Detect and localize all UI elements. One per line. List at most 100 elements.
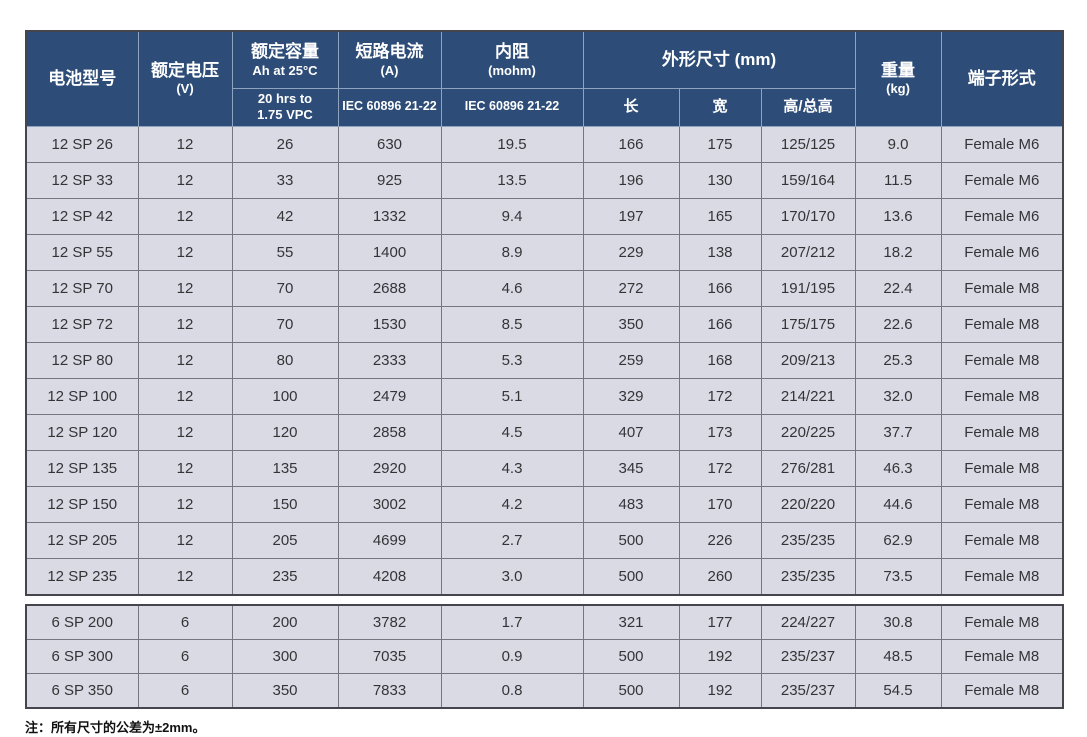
header-sub-label: 1.75 VPC [257, 107, 313, 123]
cell-resistance: 9.4 [440, 197, 584, 235]
cell-capacity: 235 [231, 557, 339, 595]
cell-height: 209/213 [760, 341, 856, 379]
header-sub-label: 20 hrs to [257, 91, 313, 106]
cell-weight: 46.3 [854, 449, 942, 487]
cell-resistance: 0.9 [440, 638, 584, 674]
cell-terminal: Female M8 [940, 449, 1064, 487]
header-label: 电池型号 [48, 69, 117, 89]
cell-model: 12 SP 205 [25, 521, 139, 559]
cell-terminal: Female M8 [940, 305, 1064, 343]
cell-terminal: Female M8 [940, 672, 1064, 708]
cell-model: 6 SP 350 [25, 672, 139, 708]
header-label: 内阻 [495, 42, 529, 62]
cell-weight: 11.5 [854, 161, 942, 199]
cell-capacity: 33 [231, 161, 339, 199]
cell-voltage: 12 [137, 449, 233, 487]
cell-weight: 9.0 [854, 125, 942, 163]
table-row: 12 SP 120 12 120 2858 4.5 407 173 220/225 37.7 Fe… [25, 413, 1064, 451]
cell-model: 12 SP 42 [25, 197, 139, 235]
cell-short-circuit: 630 [337, 125, 442, 163]
table-body-6v: 6 SP 200 6 200 3782 1.7 321 177 224/227 30.8 Fema… [25, 604, 1064, 708]
header-label: 重量 [881, 61, 916, 80]
cell-weight: 22.6 [854, 305, 942, 343]
cell-length: 500 [582, 638, 680, 674]
cell-voltage: 12 [137, 377, 233, 415]
cell-short-circuit: 2920 [337, 449, 442, 487]
cell-model: 12 SP 80 [25, 341, 139, 379]
table-row: 12 SP 150 12 150 3002 4.2 483 170 220/220 44.6 Fe… [25, 485, 1064, 523]
cell-resistance: 19.5 [440, 125, 584, 163]
cell-capacity: 205 [231, 521, 339, 559]
cell-model: 12 SP 235 [25, 557, 139, 595]
cell-resistance: 1.7 [440, 604, 584, 640]
cell-model: 12 SP 120 [25, 413, 139, 451]
cell-resistance: 5.3 [440, 341, 584, 379]
cell-weight: 13.6 [854, 197, 942, 235]
cell-length: 483 [582, 485, 680, 523]
table-header: 电池型号 额定电压 (V) 额定容量 Ah at 25°C 短路电流 (A) 内… [25, 30, 1064, 127]
cell-model: 6 SP 200 [25, 604, 139, 640]
cell-height: 191/195 [760, 269, 856, 307]
header-battery-model: 电池型号 [25, 30, 139, 127]
table-row: 12 SP 33 12 33 925 13.5 196 130 159/164 11.5 Fema… [25, 161, 1064, 199]
battery-spec-table-12v: 电池型号 额定电压 (V) 额定容量 Ah at 25°C 短路电流 (A) 内… [25, 30, 1065, 596]
cell-voltage: 12 [137, 161, 233, 199]
cell-length: 196 [582, 161, 680, 199]
cell-short-circuit: 1530 [337, 305, 442, 343]
header-weight: 重量 (kg) [854, 30, 942, 127]
cell-capacity: 350 [231, 672, 339, 708]
header-terminal-type: 端子形式 [940, 30, 1064, 127]
cell-model: 12 SP 70 [25, 269, 139, 307]
header-rated-voltage: 额定电压 (V) [137, 30, 233, 127]
cell-voltage: 12 [137, 485, 233, 523]
cell-width: 138 [678, 233, 762, 271]
cell-voltage: 12 [137, 269, 233, 307]
header-unit: (V) [176, 81, 194, 97]
cell-terminal: Female M8 [940, 341, 1064, 379]
cell-voltage: 12 [137, 197, 233, 235]
cell-model: 12 SP 55 [25, 233, 139, 271]
cell-terminal: Female M8 [940, 413, 1064, 451]
cell-terminal: Female M8 [940, 377, 1064, 415]
header-capacity-condition: 20 hrs to 1.75 VPC [231, 88, 339, 127]
cell-weight: 48.5 [854, 638, 942, 674]
header-short-circuit-current: 短路电流 (A) [337, 30, 442, 89]
cell-resistance: 4.6 [440, 269, 584, 307]
table-row: 6 SP 350 6 350 7833 0.8 500 192 235/237 54.5 Fema… [25, 672, 1064, 708]
cell-width: 170 [678, 485, 762, 523]
cell-length: 407 [582, 413, 680, 451]
cell-terminal: Female M8 [940, 485, 1064, 523]
cell-height: 175/175 [760, 305, 856, 343]
header-unit: (kg) [886, 81, 910, 97]
header-label: 外形尺寸 (mm) [661, 50, 777, 70]
cell-resistance: 5.1 [440, 377, 584, 415]
cell-terminal: Female M8 [940, 604, 1064, 640]
cell-weight: 54.5 [854, 672, 942, 708]
header-dim-height: 高/总高 [760, 88, 856, 127]
cell-height: 224/227 [760, 604, 856, 640]
cell-width: 165 [678, 197, 762, 235]
table-row: 12 SP 205 12 205 4699 2.7 500 226 235/235 62.9 Fe… [25, 521, 1064, 559]
cell-length: 329 [582, 377, 680, 415]
table-row: 12 SP 26 12 26 630 19.5 166 175 125/125 9.0 Femal… [25, 125, 1064, 163]
cell-width: 226 [678, 521, 762, 559]
cell-terminal: Female M6 [940, 233, 1064, 271]
tolerance-footnote: 注：所有尺寸的公差为±2mm。 [25, 719, 206, 735]
cell-voltage: 6 [137, 638, 233, 674]
cell-model: 12 SP 72 [25, 305, 139, 343]
cell-weight: 30.8 [854, 604, 942, 640]
cell-model: 6 SP 300 [25, 638, 139, 674]
cell-weight: 44.6 [854, 485, 942, 523]
cell-capacity: 120 [231, 413, 339, 451]
cell-weight: 62.9 [854, 521, 942, 559]
cell-length: 500 [582, 672, 680, 708]
cell-length: 345 [582, 449, 680, 487]
cell-short-circuit: 1400 [337, 233, 442, 271]
cell-height: 235/237 [760, 638, 856, 674]
cell-capacity: 150 [231, 485, 339, 523]
cell-height: 235/235 [760, 557, 856, 595]
header-dim-length: 长 [582, 88, 680, 127]
cell-capacity: 42 [231, 197, 339, 235]
cell-voltage: 12 [137, 413, 233, 451]
